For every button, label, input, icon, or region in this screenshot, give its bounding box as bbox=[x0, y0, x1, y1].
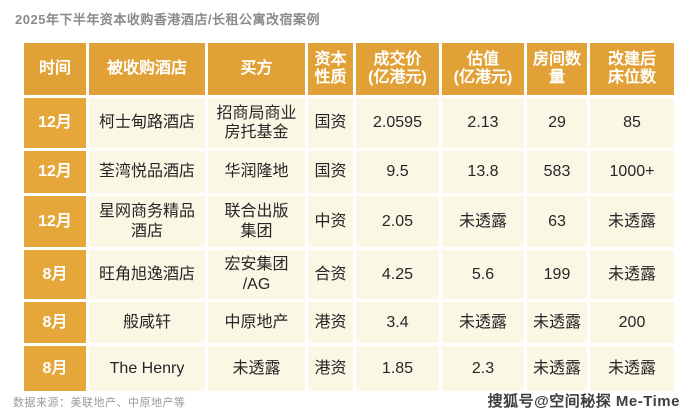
cell-beds: 1000+ bbox=[590, 151, 674, 193]
cell-buyer: 招商局商业 房托基金 bbox=[208, 98, 305, 148]
cell-valuation: 5.6 bbox=[442, 250, 524, 299]
cell-price: 1.85 bbox=[356, 346, 439, 391]
cell-buyer: 宏安集团 /AG bbox=[208, 250, 305, 299]
column-header-time: 时间 bbox=[24, 43, 86, 95]
cell-price: 2.05 bbox=[356, 196, 439, 247]
cell-buyer: 联合出版 集团 bbox=[208, 196, 305, 247]
cell-capital: 国资 bbox=[308, 151, 353, 193]
cell-beds: 未透露 bbox=[590, 346, 674, 391]
cell-capital: 合资 bbox=[308, 250, 353, 299]
cell-rooms: 583 bbox=[527, 151, 587, 193]
cell-rooms: 63 bbox=[527, 196, 587, 247]
cell-price: 9.5 bbox=[356, 151, 439, 193]
watermark: 搜狐号@空间秘探 Me-Time bbox=[487, 393, 680, 410]
column-header-buyer: 买方 bbox=[208, 43, 305, 95]
cell-capital: 港资 bbox=[308, 346, 353, 391]
cell-valuation: 2.13 bbox=[442, 98, 524, 148]
cell-buyer: 华润隆地 bbox=[208, 151, 305, 193]
cell-buyer: 未透露 bbox=[208, 346, 305, 391]
cell-valuation: 13.8 bbox=[442, 151, 524, 193]
cell-hotel: 荃湾悦品酒店 bbox=[89, 151, 205, 193]
column-header-valuation: 估值 (亿港元) bbox=[442, 43, 524, 95]
cell-price: 3.4 bbox=[356, 302, 439, 343]
cell-beds: 未透露 bbox=[590, 250, 674, 299]
column-header-rooms: 房间数 量 bbox=[527, 43, 587, 95]
cell-hotel: The Henry bbox=[89, 346, 205, 391]
data-source-note: 数据来源：美联地产、中原地产等 bbox=[13, 397, 186, 409]
cell-valuation: 未透露 bbox=[442, 196, 524, 247]
cell-rooms: 29 bbox=[527, 98, 587, 148]
cell-time: 12月 bbox=[24, 98, 86, 148]
cell-beds: 200 bbox=[590, 302, 674, 343]
cell-beds: 85 bbox=[590, 98, 674, 148]
cell-capital: 国资 bbox=[308, 98, 353, 148]
cell-capital: 港资 bbox=[308, 302, 353, 343]
cell-time: 8月 bbox=[24, 346, 86, 391]
column-header-hotel: 被收购酒店 bbox=[89, 43, 205, 95]
cell-valuation: 未透露 bbox=[442, 302, 524, 343]
cell-beds: 未透露 bbox=[590, 196, 674, 247]
column-header-price: 成交价 (亿港元) bbox=[356, 43, 439, 95]
cell-price: 4.25 bbox=[356, 250, 439, 299]
cell-capital: 中资 bbox=[308, 196, 353, 247]
cell-time: 12月 bbox=[24, 151, 86, 193]
column-header-beds: 改建后 床位数 bbox=[590, 43, 674, 95]
cell-hotel: 般咸轩 bbox=[89, 302, 205, 343]
cell-buyer: 中原地产 bbox=[208, 302, 305, 343]
cell-hotel: 星网商务精品 酒店 bbox=[89, 196, 205, 247]
cell-hotel: 柯士甸路酒店 bbox=[89, 98, 205, 148]
cell-time: 12月 bbox=[24, 196, 86, 247]
acquisition-table: 时间 被收购酒店 买方 资本 性质 成交价 (亿港元) 估值 (亿港元) 房间数… bbox=[24, 43, 674, 391]
cell-price: 2.0595 bbox=[356, 98, 439, 148]
column-header-capital: 资本 性质 bbox=[308, 43, 353, 95]
cell-time: 8月 bbox=[24, 250, 86, 299]
cell-valuation: 2.3 bbox=[442, 346, 524, 391]
cell-rooms: 未透露 bbox=[527, 346, 587, 391]
cell-rooms: 199 bbox=[527, 250, 587, 299]
cell-hotel: 旺角旭逸酒店 bbox=[89, 250, 205, 299]
cell-time: 8月 bbox=[24, 302, 86, 343]
page-title: 2025年下半年资本收购香港酒店/长租公寓改宿案例 bbox=[15, 12, 321, 27]
cell-rooms: 未透露 bbox=[527, 302, 587, 343]
